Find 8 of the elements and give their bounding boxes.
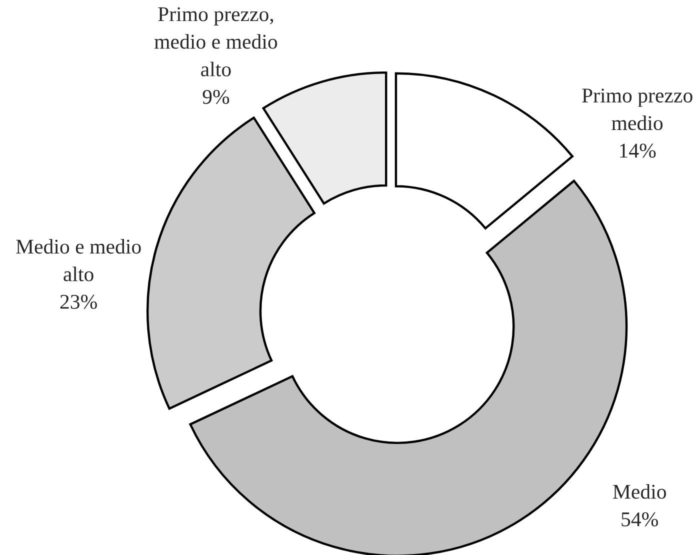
data-label: 54% <box>622 512 658 526</box>
data-label: 23% <box>60 294 97 309</box>
slice-label: Primo prezzo, medio e medio alto <box>154 7 278 76</box>
slice-label: Medio e medio alto <box>16 239 141 282</box>
data-label: 14% <box>620 144 656 158</box>
slice-label: Primo prezzo medio <box>582 88 692 130</box>
data-label: 9% <box>202 90 230 104</box>
slice-label: Medio <box>613 484 666 499</box>
